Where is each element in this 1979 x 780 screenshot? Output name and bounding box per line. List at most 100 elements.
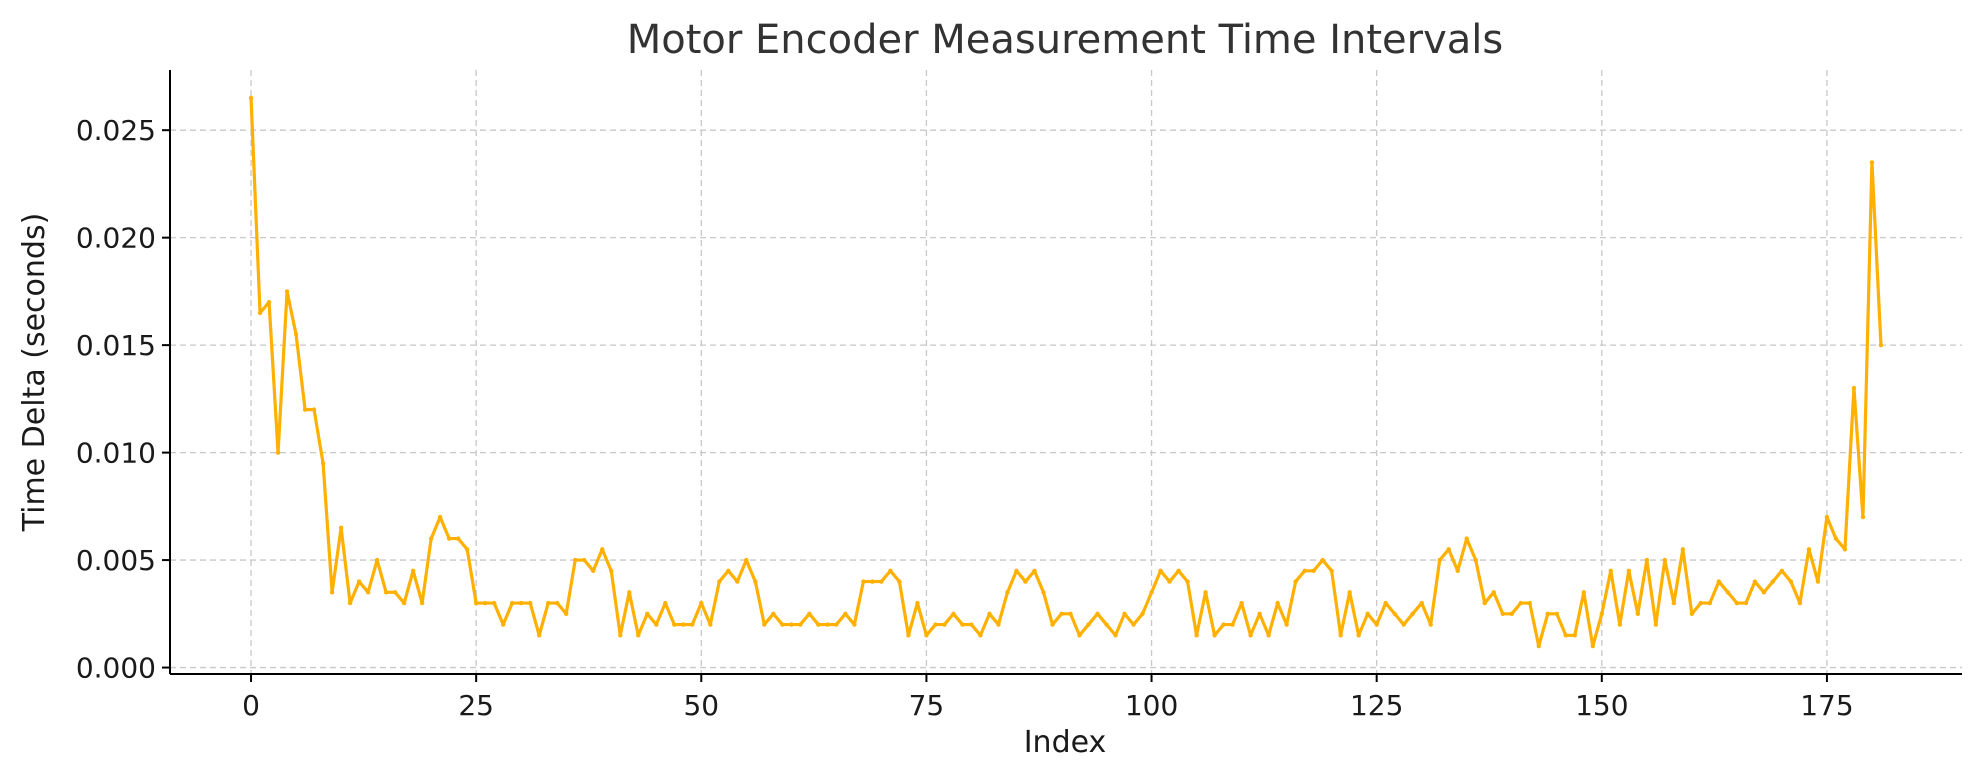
data-point xyxy=(627,590,632,595)
data-point xyxy=(1779,568,1785,574)
data-point xyxy=(978,633,983,638)
data-point xyxy=(1455,568,1460,574)
data-point xyxy=(1509,611,1514,617)
data-point xyxy=(816,622,821,627)
data-point xyxy=(879,579,884,584)
data-point xyxy=(1410,611,1415,617)
x-tick-label: 100 xyxy=(1125,689,1178,722)
data-point xyxy=(410,568,416,574)
data-point xyxy=(1698,600,1704,606)
data-point xyxy=(1095,611,1100,617)
data-point xyxy=(1212,633,1217,638)
data-point xyxy=(1275,600,1280,606)
data-point xyxy=(1329,568,1334,574)
data-point xyxy=(618,633,623,638)
data-point xyxy=(1059,611,1064,617)
data-point xyxy=(717,579,722,584)
data-point xyxy=(1122,611,1127,617)
data-point xyxy=(500,622,506,627)
data-point xyxy=(933,622,938,627)
data-point xyxy=(1185,579,1190,584)
data-point xyxy=(690,622,695,627)
data-point xyxy=(509,600,515,606)
data-point xyxy=(1635,611,1641,617)
data-point xyxy=(1473,557,1478,563)
data-point xyxy=(852,622,857,627)
data-point xyxy=(284,289,290,294)
data-point xyxy=(1545,611,1550,617)
data-point xyxy=(1572,633,1577,638)
data-point xyxy=(1518,600,1523,606)
data-point xyxy=(329,590,335,595)
x-tick-label: 50 xyxy=(683,689,719,722)
data-point xyxy=(1653,622,1659,627)
data-point xyxy=(906,633,911,638)
y-tick-label: 0.015 xyxy=(76,329,156,362)
data-point xyxy=(870,579,875,584)
data-point xyxy=(311,407,317,412)
data-point xyxy=(257,310,263,316)
data-point xyxy=(293,332,299,337)
data-point xyxy=(1284,622,1289,627)
data-point xyxy=(1761,590,1767,595)
data-point xyxy=(1599,611,1605,617)
data-point xyxy=(780,622,785,627)
data-point xyxy=(473,600,479,606)
grid-layer xyxy=(170,70,1962,674)
data-point xyxy=(1554,611,1559,617)
x-tick-label: 0 xyxy=(242,689,260,722)
data-point xyxy=(1608,568,1614,574)
data-point xyxy=(1401,622,1406,627)
data-point xyxy=(1617,622,1623,627)
data-point xyxy=(1347,590,1352,595)
data-point xyxy=(1824,514,1830,520)
data-point xyxy=(482,600,488,606)
data-point xyxy=(1725,590,1731,595)
data-point xyxy=(428,536,434,541)
data-point xyxy=(1680,547,1686,552)
data-point xyxy=(1842,547,1848,552)
data-point xyxy=(762,622,767,627)
data-point xyxy=(365,590,371,595)
data-point xyxy=(1662,557,1668,563)
y-tick-label: 0.010 xyxy=(76,437,156,470)
data-point xyxy=(347,600,353,606)
data-point xyxy=(564,611,569,617)
data-point xyxy=(654,622,659,627)
data-point xyxy=(392,590,398,595)
data-point xyxy=(302,407,308,412)
y-tick-label: 0.005 xyxy=(76,544,156,577)
data-point xyxy=(1068,611,1073,617)
data-point xyxy=(1050,622,1055,627)
data-point xyxy=(1311,568,1316,574)
data-point xyxy=(1077,633,1082,638)
data-point xyxy=(1743,600,1749,606)
data-point xyxy=(1257,611,1262,617)
data-point xyxy=(915,600,920,606)
data-point xyxy=(1833,536,1839,541)
data-point xyxy=(401,600,407,606)
data-point xyxy=(1536,643,1541,649)
data-point xyxy=(1131,622,1136,627)
data-point xyxy=(1158,568,1163,574)
data-point xyxy=(1527,600,1532,606)
data-point xyxy=(528,600,533,606)
data-point xyxy=(645,611,650,617)
data-point xyxy=(681,622,686,627)
data-point xyxy=(1203,590,1208,595)
data-point xyxy=(1815,579,1821,584)
data-point xyxy=(861,579,866,584)
data-point xyxy=(942,622,947,627)
data-point xyxy=(1464,536,1469,541)
data-point xyxy=(1320,557,1325,563)
data-point xyxy=(1482,600,1487,606)
data-point xyxy=(1005,590,1010,595)
x-tick-label: 175 xyxy=(1800,689,1853,722)
data-point xyxy=(924,633,929,638)
data-point xyxy=(1500,611,1505,617)
data-point xyxy=(1770,579,1776,584)
data-point xyxy=(609,568,614,574)
data-point xyxy=(1581,590,1586,595)
data-point xyxy=(1266,633,1271,638)
series-line xyxy=(249,96,1883,648)
